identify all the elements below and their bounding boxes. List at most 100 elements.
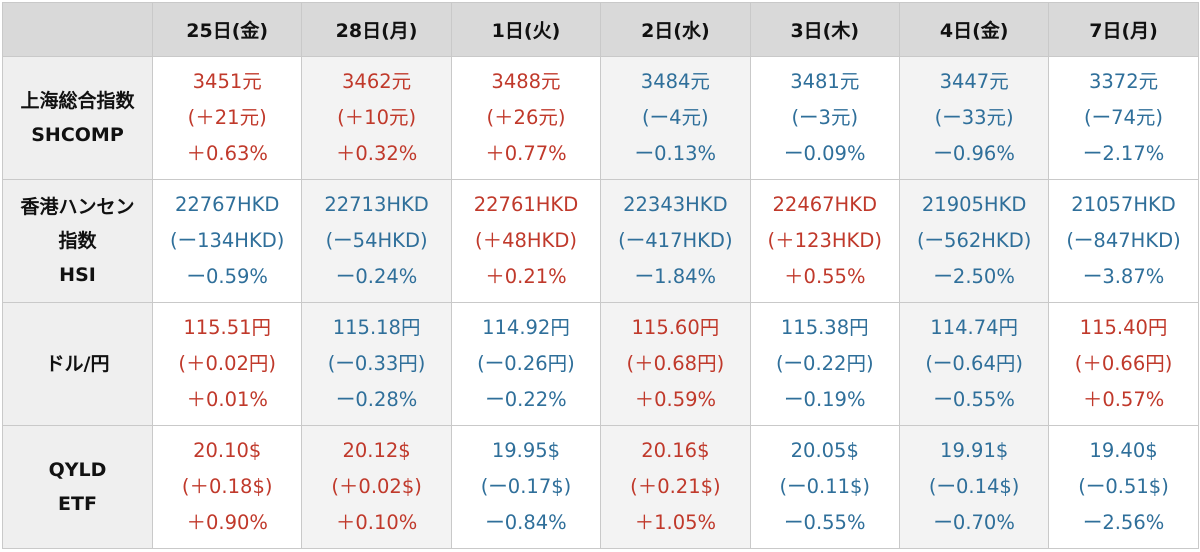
percent-change: ＋0.77% — [485, 142, 567, 165]
percent-change: ＋0.57% — [1082, 388, 1165, 411]
price-change: (ー0.11$) — [779, 475, 871, 498]
price-cell: 115.51円 (＋0.02円) ＋0.01% — [151, 302, 303, 426]
price-value: 19.95$ — [491, 439, 561, 462]
price-change: (ー847HKD) — [1066, 229, 1181, 252]
percent-change: ＋0.55% — [784, 265, 866, 288]
price-cell: 19.95$ (ー0.17$) ー0.84% — [450, 425, 602, 549]
percent-change: ー0.19% — [784, 388, 866, 411]
price-value: 19.91$ — [940, 439, 1009, 462]
price-change: (ー562HKD) — [916, 229, 1032, 252]
price-cell: 20.05$ (ー0.11$) ー0.55% — [749, 425, 900, 549]
price-change: (＋0.18$) — [181, 475, 273, 498]
column-header-day: 28日(月) — [301, 2, 452, 57]
price-value: 3372元 — [1088, 70, 1159, 93]
row-label: 上海総合指数 SHCOMP — [2, 56, 153, 180]
price-change: (ー54HKD) — [325, 229, 428, 252]
price-change: (＋0.68円) — [626, 352, 725, 375]
price-change: (＋10元) — [337, 106, 417, 129]
table-row: ドル/円 115.51円 (＋0.02円) ＋0.01% 115.18円 (ー0.33円)… — [2, 302, 1199, 426]
percent-change: ー0.55% — [933, 388, 1015, 411]
header-corner-cell — [2, 2, 153, 57]
price-change: (＋0.02円) — [178, 352, 277, 375]
price-cell: 19.91$ (ー0.14$) ー0.70% — [898, 425, 1050, 549]
column-header-day: 1日(火) — [450, 2, 602, 57]
price-cell: 115.40円 (＋0.66円) ＋0.57% — [1048, 302, 1199, 426]
price-cell: 3372元 (ー74元) ー2.17% — [1048, 56, 1199, 180]
price-cell: 114.92円 (ー0.26円) ー0.22% — [450, 302, 602, 426]
percent-change: ー2.17% — [1082, 142, 1165, 165]
price-value: 21905HKD — [921, 193, 1027, 216]
percent-change: ＋0.21% — [485, 265, 567, 288]
price-value: 20.12$ — [342, 439, 411, 462]
percent-change: ー0.24% — [335, 265, 418, 288]
percent-change: ＋0.63% — [186, 142, 268, 165]
price-cell: 3484元 (ー4元) ー0.13% — [600, 56, 751, 180]
price-change: (ー74元) — [1084, 106, 1164, 129]
price-value: 20.16$ — [641, 439, 710, 462]
percent-change: ー1.84% — [634, 265, 717, 288]
price-change: (ー0.64円) — [925, 352, 1023, 375]
price-change: (ー33元) — [934, 106, 1014, 129]
price-cell: 3481元 (ー3元) ー0.09% — [749, 56, 900, 180]
row-label: QYLD ETF — [2, 425, 153, 549]
table-row: QYLD ETF 20.10$ (＋0.18$) ＋0.90% 20.12$ (＋0.02$… — [2, 425, 1199, 549]
percent-change: ＋0.10% — [335, 511, 418, 534]
price-value: 3462元 — [342, 70, 412, 93]
price-cell: 20.10$ (＋0.18$) ＋0.90% — [151, 425, 303, 549]
price-value: 115.38円 — [780, 316, 869, 339]
price-change: (ー0.33円) — [327, 352, 426, 375]
percent-change: ー0.84% — [485, 511, 567, 534]
price-change: (＋0.21$) — [630, 475, 721, 498]
price-change: (ー0.26円) — [477, 352, 575, 375]
price-value: 21057HKD — [1071, 193, 1176, 216]
price-change: (＋21元) — [187, 106, 267, 129]
percent-change: ＋0.01% — [186, 388, 268, 411]
price-value: 20.10$ — [193, 439, 262, 462]
row-label-line: HSI — [59, 264, 96, 286]
row-label-line: QYLD — [48, 459, 107, 481]
price-value: 22767HKD — [174, 193, 280, 216]
price-value: 115.40円 — [1079, 316, 1168, 339]
row-label: 香港ハンセン 指数 HSI — [2, 179, 153, 303]
price-change: (ー0.17$) — [480, 475, 572, 498]
price-change: (＋0.66円) — [1074, 352, 1173, 375]
percent-change: ー0.13% — [634, 142, 717, 165]
price-change: (ー134HKD) — [169, 229, 285, 252]
percent-change: ＋0.59% — [634, 388, 717, 411]
price-change: (＋0.02$) — [331, 475, 422, 498]
price-cell: 22343HKD (ー417HKD) ー1.84% — [600, 179, 751, 303]
price-value: 3447元 — [939, 70, 1009, 93]
column-header-day: 25日(金) — [151, 2, 303, 57]
price-value: 114.74円 — [930, 316, 1019, 339]
price-cell: 3488元 (＋26元) ＋0.77% — [450, 56, 602, 180]
price-change: (＋48HKD) — [474, 229, 577, 252]
price-cell: 22713HKD (ー54HKD) ー0.24% — [301, 179, 452, 303]
price-cell: 20.12$ (＋0.02$) ＋0.10% — [301, 425, 452, 549]
price-value: 20.05$ — [790, 439, 859, 462]
price-change: (＋26元) — [486, 106, 566, 129]
price-cell: 114.74円 (ー0.64円) ー0.55% — [898, 302, 1050, 426]
price-value: 114.92円 — [482, 316, 570, 339]
price-cell: 115.60円 (＋0.68円) ＋0.59% — [600, 302, 751, 426]
table-row: 上海総合指数 SHCOMP 3451元 (＋21元) ＋0.63% 3462元 (＋10元)… — [2, 56, 1199, 180]
percent-change: ＋0.32% — [335, 142, 418, 165]
price-change: (＋123HKD) — [767, 229, 882, 252]
price-cell: 115.18円 (ー0.33円) ー0.28% — [301, 302, 452, 426]
price-change: (ー4元) — [642, 106, 709, 129]
percent-change: ー0.59% — [186, 265, 268, 288]
percent-change: ー0.96% — [933, 142, 1015, 165]
price-value: 3488元 — [491, 70, 561, 93]
price-value: 115.60円 — [631, 316, 720, 339]
percent-change: ー2.50% — [933, 265, 1015, 288]
price-value: 22761HKD — [473, 193, 579, 216]
price-value: 115.18円 — [332, 316, 421, 339]
price-value: 22343HKD — [623, 193, 728, 216]
price-change: (ー0.51$) — [1078, 475, 1169, 498]
price-cell: 21905HKD (ー562HKD) ー2.50% — [898, 179, 1050, 303]
price-cell: 3462元 (＋10元) ＋0.32% — [301, 56, 452, 180]
price-cell: 20.16$ (＋0.21$) ＋1.05% — [600, 425, 751, 549]
price-change: (ー0.22円) — [775, 352, 874, 375]
percent-change: ー3.87% — [1082, 265, 1165, 288]
table-row: 香港ハンセン 指数 HSI 22767HKD (ー134HKD) ー0.59% 22713H… — [2, 179, 1199, 303]
